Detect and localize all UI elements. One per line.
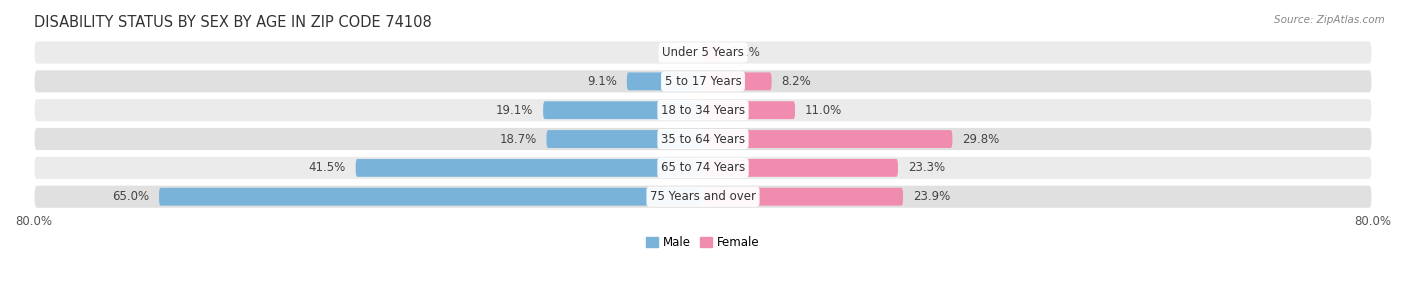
FancyBboxPatch shape (703, 130, 952, 148)
FancyBboxPatch shape (543, 101, 703, 119)
FancyBboxPatch shape (356, 159, 703, 177)
FancyBboxPatch shape (703, 43, 720, 61)
Text: 65 to 74 Years: 65 to 74 Years (661, 161, 745, 174)
FancyBboxPatch shape (703, 101, 794, 119)
Text: Source: ZipAtlas.com: Source: ZipAtlas.com (1274, 15, 1385, 25)
Legend: Male, Female: Male, Female (641, 231, 765, 254)
Text: 18.7%: 18.7% (499, 133, 537, 146)
Text: 35 to 64 Years: 35 to 64 Years (661, 133, 745, 146)
Text: 11.0%: 11.0% (806, 104, 842, 117)
FancyBboxPatch shape (703, 188, 903, 206)
FancyBboxPatch shape (34, 185, 1372, 209)
FancyBboxPatch shape (34, 156, 1372, 180)
Text: 65.0%: 65.0% (112, 190, 149, 203)
Text: 41.5%: 41.5% (308, 161, 346, 174)
Text: DISABILITY STATUS BY SEX BY AGE IN ZIP CODE 74108: DISABILITY STATUS BY SEX BY AGE IN ZIP C… (34, 15, 432, 30)
Text: 23.3%: 23.3% (908, 161, 945, 174)
Text: 0.0%: 0.0% (664, 46, 693, 59)
Text: 29.8%: 29.8% (963, 133, 1000, 146)
Text: Under 5 Years: Under 5 Years (662, 46, 744, 59)
FancyBboxPatch shape (547, 130, 703, 148)
Text: 9.1%: 9.1% (586, 75, 617, 88)
Text: 19.1%: 19.1% (496, 104, 533, 117)
FancyBboxPatch shape (627, 72, 703, 90)
Text: 2.1%: 2.1% (731, 46, 761, 59)
FancyBboxPatch shape (34, 127, 1372, 151)
FancyBboxPatch shape (34, 40, 1372, 65)
Text: 75 Years and over: 75 Years and over (650, 190, 756, 203)
FancyBboxPatch shape (34, 69, 1372, 93)
Text: 8.2%: 8.2% (782, 75, 811, 88)
Text: 5 to 17 Years: 5 to 17 Years (665, 75, 741, 88)
FancyBboxPatch shape (159, 188, 703, 206)
FancyBboxPatch shape (703, 72, 772, 90)
Text: 18 to 34 Years: 18 to 34 Years (661, 104, 745, 117)
FancyBboxPatch shape (703, 159, 898, 177)
Text: 23.9%: 23.9% (912, 190, 950, 203)
FancyBboxPatch shape (34, 98, 1372, 122)
